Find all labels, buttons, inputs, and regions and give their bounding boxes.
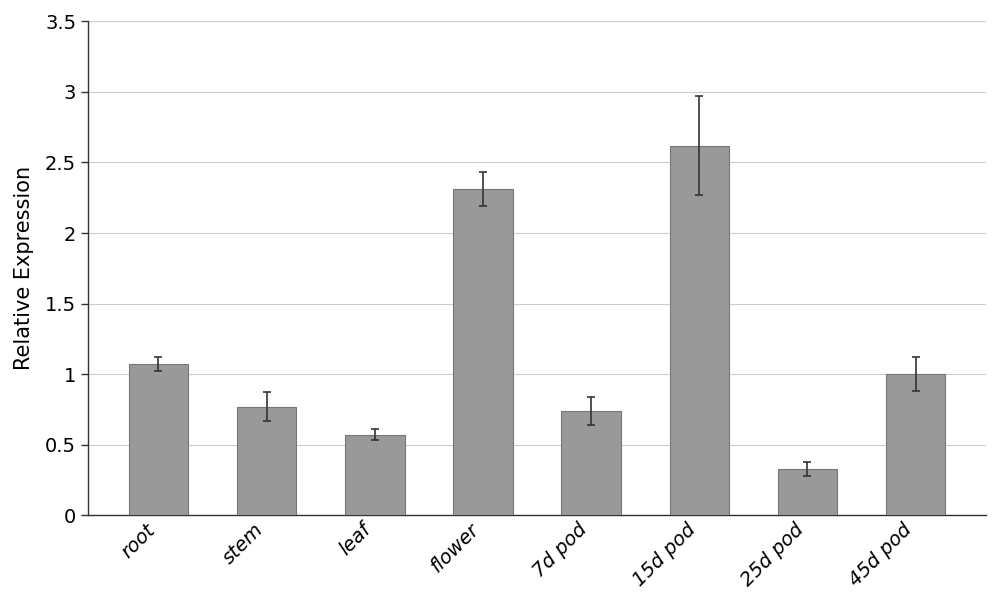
- Y-axis label: Relative Expression: Relative Expression: [14, 166, 34, 370]
- Bar: [886, 374, 945, 515]
- Bar: [237, 406, 296, 515]
- Bar: [561, 411, 621, 515]
- Bar: [345, 435, 405, 515]
- Bar: [670, 146, 729, 515]
- Bar: [129, 364, 188, 515]
- Bar: [453, 189, 513, 515]
- Bar: [778, 469, 837, 515]
